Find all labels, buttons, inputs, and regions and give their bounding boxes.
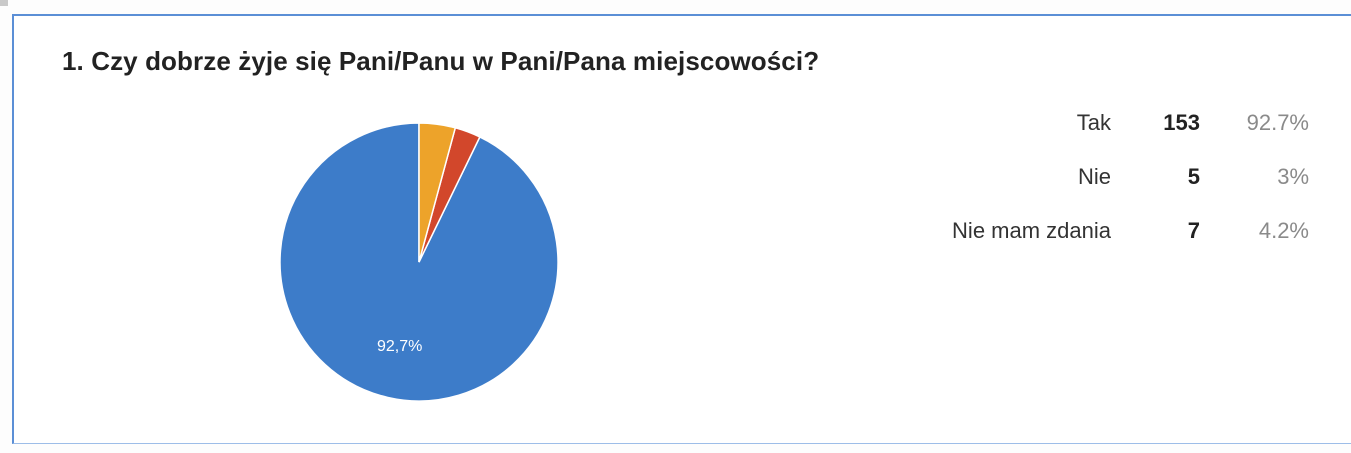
pie-labels: 92,7% bbox=[377, 338, 422, 355]
legend-count: 5 bbox=[1187, 164, 1200, 189]
legend-row-nie-mam-zdania: Nie mam zdania 7 4.2% bbox=[880, 204, 1310, 258]
pie-chart: 92,7% bbox=[279, 122, 559, 402]
legend-label: Tak bbox=[1076, 110, 1111, 135]
page-corner-mark bbox=[0, 0, 8, 6]
pie-slices bbox=[279, 122, 559, 402]
results-legend: Tak 153 92.7% Nie 5 3% Nie mam zdania 7 … bbox=[880, 96, 1310, 258]
legend-row-nie: Nie 5 3% bbox=[880, 150, 1310, 204]
pie-slice-label: 92,7% bbox=[377, 338, 422, 355]
pie-slice-nie-mam-zdania[interactable] bbox=[418, 122, 457, 263]
legend-percent: 3% bbox=[1277, 164, 1309, 189]
legend-percent: 92.7% bbox=[1246, 110, 1309, 135]
legend-row-tak: Tak 153 92.7% bbox=[880, 96, 1310, 150]
legend-count: 153 bbox=[1163, 110, 1200, 135]
legend-percent: 4.2% bbox=[1258, 218, 1309, 243]
question-title: 1. Czy dobrze żyje się Pani/Panu w Pani/… bbox=[62, 46, 820, 76]
legend-label: Nie bbox=[1077, 164, 1111, 189]
legend-count: 7 bbox=[1187, 218, 1200, 243]
legend-label: Nie mam zdania bbox=[952, 218, 1111, 243]
question-panel bbox=[12, 14, 1351, 444]
